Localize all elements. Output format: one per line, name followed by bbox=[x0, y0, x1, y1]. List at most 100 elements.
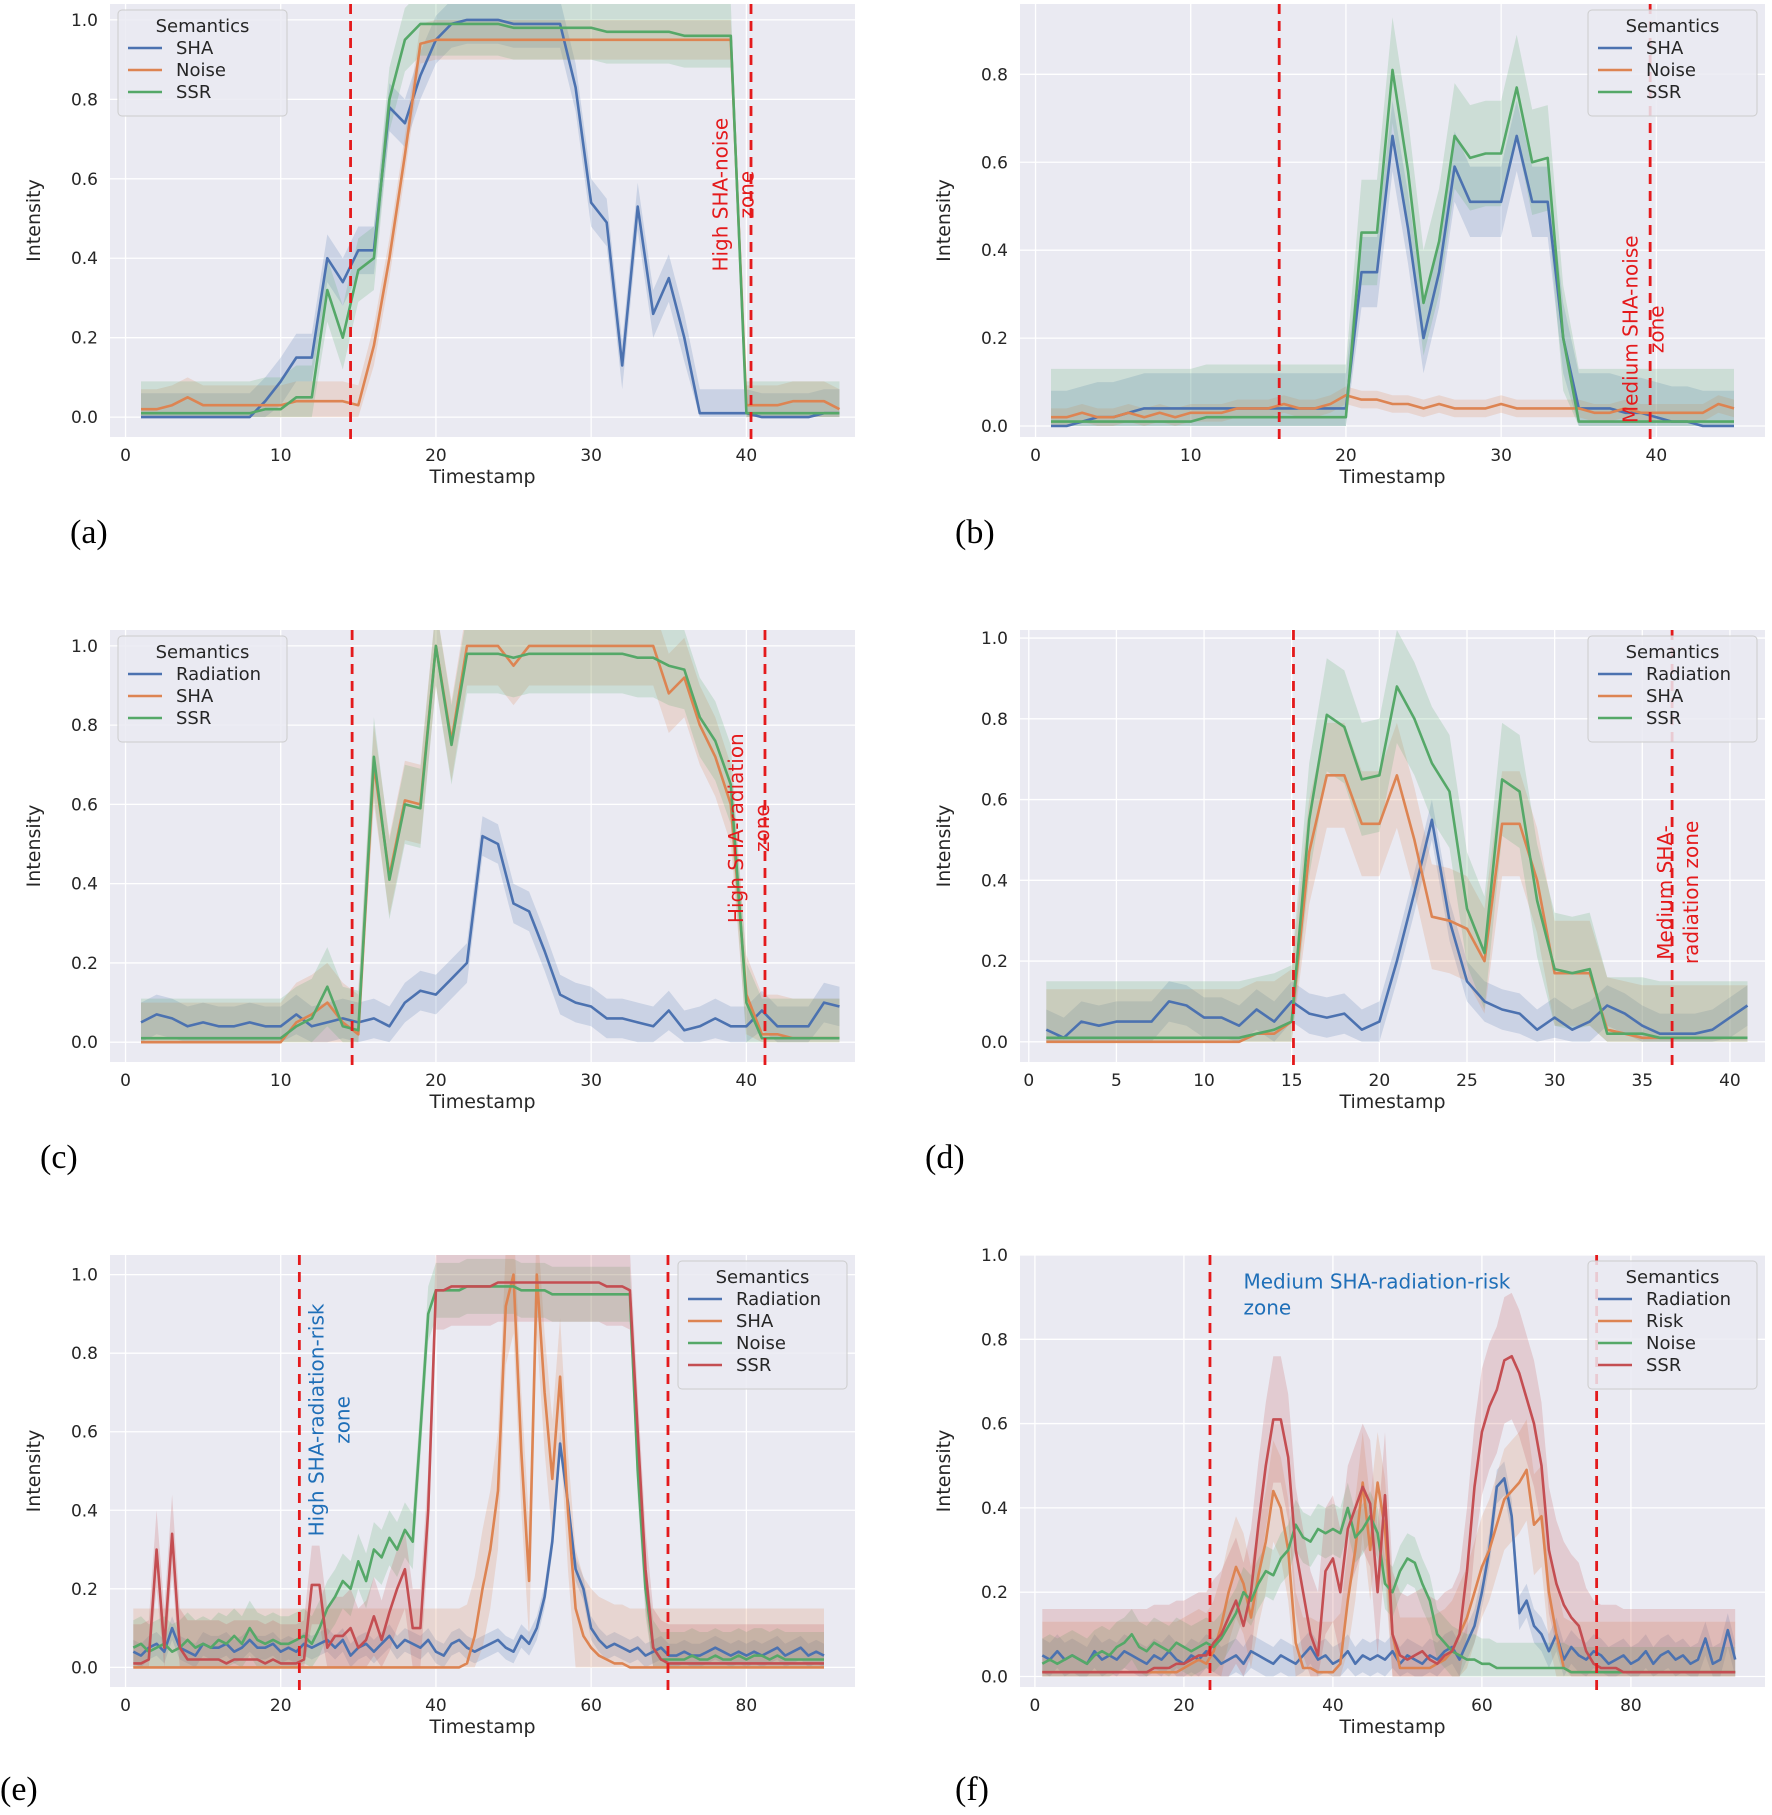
series-group bbox=[1045, 630, 1749, 1044]
y-tick-label: 0.6 bbox=[71, 1423, 98, 1443]
legend-entry: SSR bbox=[736, 1355, 771, 1376]
legend-entry: SSR bbox=[1646, 82, 1681, 103]
y-axis-label: Intensity bbox=[23, 1430, 45, 1513]
legend-entry: SSR bbox=[176, 82, 211, 103]
x-tick-label: 15 bbox=[1281, 1071, 1303, 1091]
x-tick-label: 0 bbox=[1030, 446, 1041, 466]
legend-box bbox=[677, 1260, 848, 1390]
chart-panel-c: 0 10 20 30 40 0.0 0.2 0.4 0.6 0.8 1.0 Timestamp Inte… bbox=[23, 630, 855, 1176]
y-tick-label: 0.8 bbox=[71, 716, 98, 736]
legend-entry: SHA bbox=[176, 686, 214, 707]
zone-annotation-line: High SHA-noise bbox=[709, 118, 733, 272]
x-tick-label: 20 bbox=[425, 1071, 447, 1091]
legend-box bbox=[117, 9, 288, 117]
y-tick-label: 0.6 bbox=[981, 1415, 1008, 1435]
x-tick-label: 10 bbox=[270, 446, 292, 466]
zone-annotation: High SHA-radiation zone bbox=[724, 733, 774, 923]
confidence-band-radiation bbox=[1042, 1461, 1736, 1677]
zone-annotation-line: Medium SHA-noise bbox=[1619, 235, 1643, 423]
x-tick-label: 35 bbox=[1631, 1071, 1653, 1091]
y-tick-label: 0.6 bbox=[71, 170, 98, 190]
x-tick-label: 0 bbox=[120, 1071, 131, 1091]
legend-entry: Radiation bbox=[1646, 664, 1731, 685]
zone-annotation-line: zone bbox=[330, 1396, 354, 1444]
y-tick-label: 0.0 bbox=[71, 1033, 98, 1053]
zone-annotation-line: zone bbox=[1244, 1296, 1292, 1320]
x-tick-label: 40 bbox=[736, 1071, 758, 1091]
zone-annotation: High SHA-noise zone bbox=[709, 118, 759, 272]
panel-label: (e) bbox=[0, 1771, 38, 1808]
y-tick-label: 0.0 bbox=[981, 1033, 1008, 1053]
legend-entry: SHA bbox=[176, 38, 214, 59]
y-tick-label: 0.0 bbox=[71, 408, 98, 428]
y-axis-label: Intensity bbox=[23, 805, 45, 888]
legend-title: Semantics bbox=[1626, 16, 1720, 37]
series-line-sha bbox=[141, 644, 840, 1044]
x-tick-label: 20 bbox=[1369, 1071, 1391, 1091]
legend-entry: Noise bbox=[176, 60, 226, 81]
x-axis-label: Timestamp bbox=[428, 466, 535, 488]
confidence-band-noise bbox=[133, 1258, 825, 1668]
y-tick-label: 0.2 bbox=[981, 329, 1008, 349]
legend-entry: Radiation bbox=[1646, 1289, 1731, 1310]
legend-box bbox=[1587, 9, 1758, 117]
legend-title: Semantics bbox=[1626, 1267, 1720, 1288]
y-tick-label: 0.8 bbox=[981, 65, 1008, 85]
x-tick-label: 0 bbox=[1023, 1071, 1034, 1091]
chart-panel-b: 0 10 20 30 40 0.0 0.2 0.4 0.6 0.8 Timestamp Intensi… bbox=[933, 4, 1765, 551]
legend-entry: Radiation bbox=[736, 1289, 821, 1310]
x-tick-label: 10 bbox=[270, 1071, 292, 1091]
zone-annotation-line: Medium SHA-radiation-risk bbox=[1244, 1270, 1511, 1294]
chart-panel-f: 0 20 40 60 80 0.0 0.2 0.4 0.6 0.8 1.0 Timestamp Inte… bbox=[933, 1246, 1765, 1808]
legend-entry: Risk bbox=[1646, 1311, 1684, 1332]
y-tick-label: 0.6 bbox=[981, 791, 1008, 811]
series-group bbox=[1041, 1292, 1737, 1677]
y-tick-label: 0.2 bbox=[71, 954, 98, 974]
x-tick-label: 60 bbox=[580, 1696, 602, 1716]
confidence-band-ssr bbox=[133, 1255, 824, 1668]
y-tick-label: 1.0 bbox=[71, 11, 98, 31]
series-group bbox=[132, 1255, 825, 1669]
x-tick-label: 10 bbox=[1180, 446, 1202, 466]
chart-panel-d: 0 5 10 15 20 25 30 35 40 0.0 0.2 0.4 0.6 0.8 1.0 Timest… bbox=[925, 629, 1765, 1176]
x-tick-label: 20 bbox=[1335, 446, 1357, 466]
y-tick-label: 0.2 bbox=[981, 1583, 1008, 1603]
zone-annotation: Medium SHA-radiation-risk zone bbox=[1244, 1270, 1511, 1320]
x-tick-label: 20 bbox=[1173, 1696, 1195, 1716]
y-tick-label: 0.4 bbox=[71, 875, 98, 895]
x-tick-label: 30 bbox=[1544, 1071, 1566, 1091]
confidence-band-sha bbox=[141, 630, 840, 1043]
x-tick-label: 10 bbox=[1193, 1071, 1215, 1091]
zone-annotation-line: radiation zone bbox=[1679, 821, 1703, 964]
zone-annotation: High SHA-radiation-risk zone bbox=[304, 1303, 354, 1536]
confidence-band-radiation bbox=[1046, 799, 1748, 1042]
y-axis-label: Intensity bbox=[933, 805, 955, 888]
y-tick-label: 0.8 bbox=[71, 90, 98, 110]
legend-box bbox=[1587, 635, 1758, 743]
x-tick-label: 25 bbox=[1456, 1071, 1478, 1091]
x-tick-label: 30 bbox=[580, 446, 602, 466]
series-line-ssr bbox=[1051, 68, 1734, 423]
y-tick-label: 0.4 bbox=[981, 1499, 1008, 1519]
series-line-sha bbox=[141, 18, 840, 419]
y-tick-label: 0.2 bbox=[71, 329, 98, 349]
y-tick-label: 0.4 bbox=[981, 871, 1008, 891]
panel-label: (a) bbox=[70, 514, 108, 551]
series-group bbox=[140, 630, 840, 1044]
series-line-ssr bbox=[1042, 1354, 1736, 1674]
x-tick-label: 80 bbox=[1620, 1696, 1642, 1716]
chart-panel-a: 0 10 20 30 40 0.0 0.2 0.4 0.6 0.8 1.0 Timestamp Inte… bbox=[23, 4, 855, 551]
legend-box bbox=[117, 635, 288, 743]
x-tick-label: 40 bbox=[1719, 1071, 1741, 1091]
x-tick-label: 40 bbox=[736, 446, 758, 466]
confidence-band-sha bbox=[141, 4, 840, 418]
zone-annotation-line: zone bbox=[1645, 305, 1669, 353]
series-line-sha bbox=[1051, 134, 1734, 428]
x-tick-label: 30 bbox=[1490, 446, 1512, 466]
y-tick-label: 0.2 bbox=[981, 952, 1008, 972]
legend-title: Semantics bbox=[156, 16, 250, 37]
y-tick-label: 0.8 bbox=[981, 1330, 1008, 1350]
x-tick-label: 0 bbox=[120, 1696, 131, 1716]
